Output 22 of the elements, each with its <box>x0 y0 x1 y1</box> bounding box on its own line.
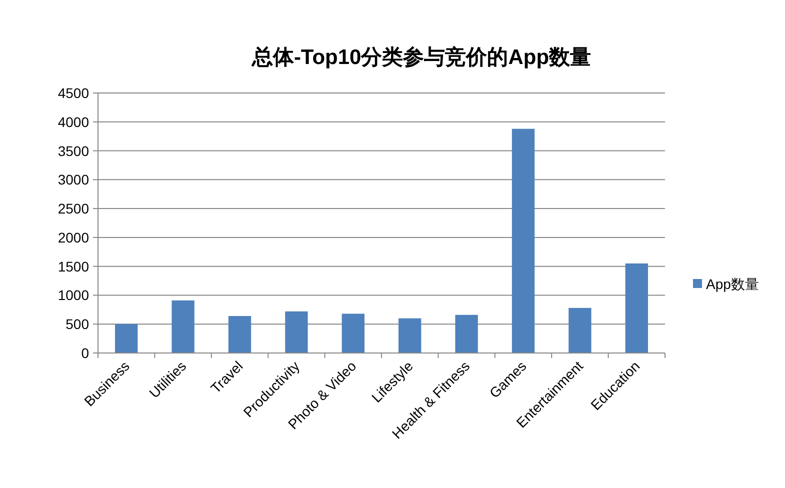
y-tick-label: 1500 <box>58 258 90 274</box>
y-tick-label: 3000 <box>58 172 90 188</box>
bar <box>455 314 478 353</box>
chart-title: 总体-Top10分类参与竞价的App数量 <box>250 45 592 69</box>
y-tick-label: 2000 <box>58 229 90 246</box>
bar <box>625 263 648 353</box>
y-tick-label: 1000 <box>58 287 90 304</box>
bar <box>398 318 422 353</box>
y-tick-label: 500 <box>66 316 90 332</box>
bar <box>228 316 252 353</box>
y-tick-label: 4500 <box>58 85 90 101</box>
y-tick-label: 2500 <box>58 200 90 217</box>
legend-label: App数量 <box>706 276 759 292</box>
bar <box>285 311 308 353</box>
bar <box>568 308 592 353</box>
bar <box>512 128 535 353</box>
bar <box>115 324 138 353</box>
y-tick-label: 4000 <box>58 114 90 130</box>
y-tick-label: 0 <box>81 345 90 361</box>
bar <box>342 314 364 353</box>
bar <box>172 300 194 353</box>
y-tick-label: 3500 <box>58 142 90 159</box>
